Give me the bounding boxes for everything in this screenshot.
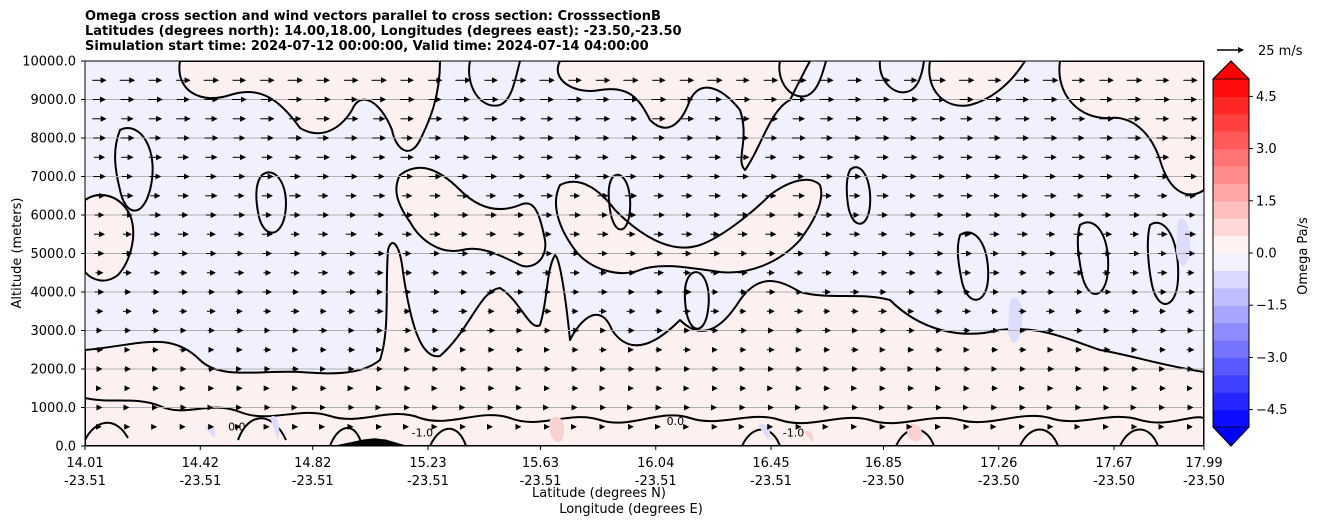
colorbar: −4.5 −3.0 −1.5 0.0 1.5 3.0 4.5 xyxy=(1212,60,1288,447)
y-axis-label: Altitude (meters) xyxy=(10,198,25,309)
colorbar-level xyxy=(1213,322,1249,341)
x-tick-label-latitude: 16.45 xyxy=(752,456,789,471)
x-tick-label-latitude: 15.63 xyxy=(522,456,559,471)
x-tick-label-latitude: 17.99 xyxy=(1185,456,1222,471)
colorbar-level xyxy=(1213,200,1249,219)
contour-labels: 0.0 -1.0 0.0 -1.0 xyxy=(228,415,804,440)
y-tick-label: 1000.0 xyxy=(31,401,77,416)
y-axis-ticks: 0.0 1000.0 2000.0 3000.0 4000.0 5000.0 6000.0 7… xyxy=(22,55,85,455)
x-tick-label-latitude: 16.85 xyxy=(865,456,902,471)
quiver-key: 25 m/s xyxy=(1217,44,1303,59)
colorbar-level xyxy=(1213,235,1249,254)
x-tick-label-longitude: -23.51 xyxy=(635,474,677,489)
contour-label: 0.0 xyxy=(228,421,246,434)
chart-title-line-3: Simulation start time: 2024-07-12 00:00:… xyxy=(85,39,649,54)
colorbar-level xyxy=(1213,305,1249,324)
chart-title-line-1: Omega cross section and wind vectors par… xyxy=(85,9,661,24)
x-axis-ticks: 14.01 -23.51 14.42 -23.51 14.82 -23.51 15.23 -2… xyxy=(64,446,1225,489)
x-tick-label-longitude: -23.51 xyxy=(179,474,221,489)
x-axis-label-latitude: Latitude (degrees N) xyxy=(532,486,666,501)
colorbar-tick-label: 1.5 xyxy=(1256,194,1277,209)
colorbar-level xyxy=(1213,409,1249,428)
y-tick-label: 9000.0 xyxy=(31,93,77,108)
colorbar-level xyxy=(1213,79,1249,97)
colorbar-level xyxy=(1213,270,1249,289)
x-axis-label-longitude: Longitude (degrees E) xyxy=(559,502,703,517)
colorbar-label: Omega Pa/s xyxy=(1296,217,1311,295)
colorbar-level xyxy=(1213,340,1249,358)
x-tick-label-longitude: -23.51 xyxy=(750,474,792,489)
colorbar-extend-min xyxy=(1212,426,1250,447)
colorbar-level xyxy=(1213,253,1249,271)
x-tick-label-latitude: 17.26 xyxy=(980,456,1017,471)
colorbar-level xyxy=(1213,131,1249,150)
y-tick-label: 10000.0 xyxy=(22,55,76,70)
x-tick-label-longitude: -23.51 xyxy=(407,474,449,489)
x-tick-label-longitude: -23.50 xyxy=(863,474,905,489)
y-tick-label: 4000.0 xyxy=(31,286,77,301)
contour-label: -1.0 xyxy=(412,426,433,439)
x-tick-label-longitude: -23.50 xyxy=(1093,474,1135,489)
colorbar-level xyxy=(1213,218,1249,237)
x-tick-label-longitude: -23.51 xyxy=(292,474,334,489)
y-tick-label: 2000.0 xyxy=(31,363,77,378)
colorbar-tick-label: −4.5 xyxy=(1256,403,1288,418)
y-tick-label: 7000.0 xyxy=(31,170,77,185)
x-tick-label-latitude: 14.42 xyxy=(182,456,219,471)
colorbar-extend-max xyxy=(1212,60,1250,80)
colorbar-level xyxy=(1213,166,1249,184)
x-tick-label-latitude: 17.67 xyxy=(1095,456,1132,471)
x-tick-label-latitude: 14.82 xyxy=(294,456,331,471)
chart-title-line-2: Latitudes (degrees north): 14.00,18.00, … xyxy=(85,24,682,39)
colorbar-level xyxy=(1213,113,1249,132)
colorbar-level xyxy=(1213,392,1249,411)
contour-label: -1.0 xyxy=(783,426,804,439)
colorbar-tick-label: −1.5 xyxy=(1256,299,1288,314)
quiver-key-label: 25 m/s xyxy=(1258,44,1303,59)
x-tick-label-latitude: 15.23 xyxy=(409,456,446,471)
y-tick-label: 8000.0 xyxy=(31,132,77,147)
x-tick-label-latitude: 14.01 xyxy=(66,456,103,471)
x-tick-label-longitude: -23.51 xyxy=(64,474,106,489)
colorbar-level xyxy=(1213,357,1249,376)
y-tick-label: 5000.0 xyxy=(31,247,77,262)
colorbar-tick-label: −3.0 xyxy=(1256,351,1288,366)
y-tick-label: 6000.0 xyxy=(31,209,77,224)
x-tick-label-longitude: -23.51 xyxy=(520,474,562,489)
x-tick-label-longitude: -23.50 xyxy=(978,474,1020,489)
colorbar-tick-label: 3.0 xyxy=(1256,142,1277,157)
wind-vectors xyxy=(92,77,1198,430)
colorbar-level xyxy=(1213,287,1249,306)
y-tick-label: 0.0 xyxy=(55,440,76,455)
colorbar-level xyxy=(1213,374,1249,393)
colorbar-tick-label: 0.0 xyxy=(1256,247,1277,262)
y-tick-label: 3000.0 xyxy=(31,324,77,339)
colorbar-tick-label: 4.5 xyxy=(1256,90,1277,105)
x-tick-label-longitude: -23.50 xyxy=(1183,474,1225,489)
x-tick-label-latitude: 16.04 xyxy=(637,456,674,471)
colorbar-level xyxy=(1213,148,1249,167)
terrain xyxy=(332,438,409,446)
colorbar-level xyxy=(1213,183,1249,202)
colorbar-outline xyxy=(1212,60,1250,447)
terrain-fill xyxy=(332,438,409,446)
colorbar-level xyxy=(1213,96,1249,115)
contour-label: 0.0 xyxy=(667,415,685,428)
